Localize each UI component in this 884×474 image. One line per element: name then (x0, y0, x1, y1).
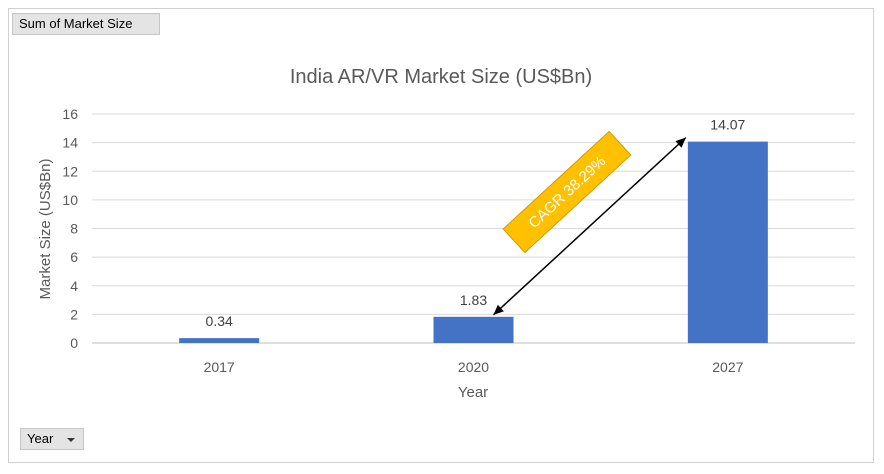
x-tick-label: 2017 (204, 359, 235, 375)
bar (179, 338, 260, 343)
y-tick-label: 8 (70, 221, 78, 237)
bar (687, 141, 768, 343)
y-tick-label: 10 (62, 192, 78, 208)
y-tick-label: 16 (62, 106, 78, 122)
cagr-label-box: CAGR 38.29% (502, 130, 632, 254)
cagr-arrowhead-end (675, 137, 686, 148)
pivot-value-field-label: Sum of Market Size (19, 16, 133, 31)
chevron-down-icon[interactable] (67, 438, 75, 442)
chart-title: India AR/VR Market Size (US$Bn) (290, 66, 592, 88)
data-label: 1.83 (460, 292, 487, 308)
x-tick-label: 2020 (458, 359, 489, 375)
data-labels: 0.34 1.83 14.07 (206, 117, 746, 330)
pivot-axis-field-button[interactable]: Year (20, 428, 84, 450)
cagr-label-background (502, 130, 632, 254)
y-axis-ticks: 0 2 4 6 8 10 12 14 16 (62, 106, 78, 351)
cagr-arrowhead-start (493, 304, 504, 315)
x-tick-label: 2027 (712, 359, 743, 375)
bars (179, 141, 768, 343)
pivot-value-field-button[interactable]: Sum of Market Size (12, 13, 160, 35)
x-axis-title: Year (458, 384, 488, 401)
y-tick-label: 0 (70, 335, 78, 351)
cagr-arrow-line (492, 137, 687, 316)
y-tick-label: 6 (70, 249, 78, 265)
y-axis-title: Market Size (US$Bn) (37, 159, 54, 300)
x-axis-ticks: 2017 2020 2027 (204, 359, 744, 375)
y-tick-label: 12 (62, 163, 78, 179)
data-label: 0.34 (206, 313, 233, 329)
y-tick-label: 2 (70, 306, 78, 322)
pivot-axis-field-label: Year (27, 431, 54, 446)
bar (433, 316, 514, 343)
cagr-annotation: CAGR 38.29% (492, 130, 687, 316)
y-tick-label: 14 (62, 135, 78, 151)
y-tick-label: 4 (70, 278, 78, 294)
data-label: 14.07 (710, 117, 745, 133)
